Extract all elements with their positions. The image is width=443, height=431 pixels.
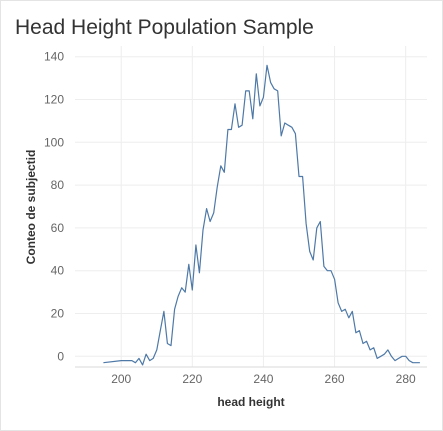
y-tick-label: 80 [51,178,65,192]
y-tick-label: 60 [51,221,65,235]
y-tick-label: 40 [51,264,65,278]
y-tick-label: 20 [51,307,65,321]
chart-title: Head Height Population Sample [15,16,314,39]
y-tick-label: 100 [44,135,64,149]
y-tick-label: 120 [44,93,64,107]
x-tick-label: 220 [182,372,202,386]
y-tick-label: 0 [57,349,64,363]
x-tick-label: 240 [253,372,273,386]
x-axis-title: head height [217,395,284,409]
series-layer [103,64,420,366]
grid [75,46,427,367]
series-line [103,64,420,366]
x-tick-label: 200 [111,372,131,386]
x-tick-label: 260 [325,372,345,386]
y-axis-title: Conteo de subjectid [24,150,38,265]
x-tick-label: 280 [396,372,416,386]
y-tick-label: 140 [44,50,64,64]
axes: 0 20 40 60 80 100 120 140 200 220 240 260 280 [44,50,427,386]
